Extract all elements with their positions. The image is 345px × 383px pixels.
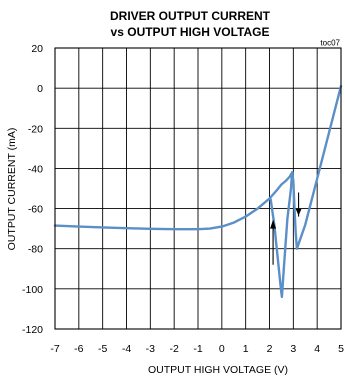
- x-tick-label: -2: [169, 343, 178, 355]
- series-group: [53, 84, 343, 299]
- y-tick-label: -40: [28, 163, 43, 175]
- x-tick-label: 3: [290, 343, 296, 355]
- chart-title-line-1: DRIVER OUTPUT CURRENT: [110, 9, 271, 23]
- x-tick-labels: -7 -6 -5 -4 -3 -2 -1 0 1 2 3 4 5: [50, 343, 344, 355]
- y-tick-label: -100: [22, 284, 43, 296]
- x-tick-label: -1: [193, 343, 202, 355]
- x-tick-label: -3: [146, 343, 155, 355]
- y-tick-label: 0: [37, 83, 43, 95]
- y-tick-label: -80: [28, 244, 43, 256]
- arrows: [270, 192, 302, 265]
- x-tick-label: 2: [267, 343, 273, 355]
- chart-annotation: toc07: [320, 39, 340, 48]
- arrow-head: [270, 219, 277, 229]
- y-tick-label: 20: [31, 43, 43, 55]
- x-axis-label: OUTPUT HIGH VOLTAGE (V): [148, 364, 288, 376]
- y-axis-label: OUTPUT CURRENT (mA): [6, 128, 18, 251]
- x-tick-label: -6: [74, 343, 83, 355]
- x-tick-label: -7: [50, 343, 59, 355]
- x-tick-label: -4: [122, 343, 131, 355]
- chart-title-line-2: vs OUTPUT HIGH VOLTAGE: [111, 25, 270, 39]
- arrow-down: [295, 192, 302, 217]
- x-tick-label: 1: [243, 343, 249, 355]
- series-line-1: [53, 84, 343, 250]
- arrow-up: [270, 219, 277, 265]
- x-tick-label: 5: [338, 343, 344, 355]
- arrow-head: [295, 208, 302, 216]
- x-tick-label: -5: [98, 343, 107, 355]
- y-tick-labels: 20 0 -20 -40 -60 -80 -100 -120: [22, 43, 43, 336]
- y-tick-label: -60: [28, 204, 43, 216]
- grid: [54, 47, 342, 330]
- plot-frame: [54, 47, 342, 330]
- series-line-2: [269, 171, 294, 299]
- y-tick-label: -120: [22, 324, 43, 336]
- y-tick-label: -20: [28, 123, 43, 135]
- x-tick-label: 4: [314, 343, 320, 355]
- x-tick-label: 0: [219, 343, 225, 355]
